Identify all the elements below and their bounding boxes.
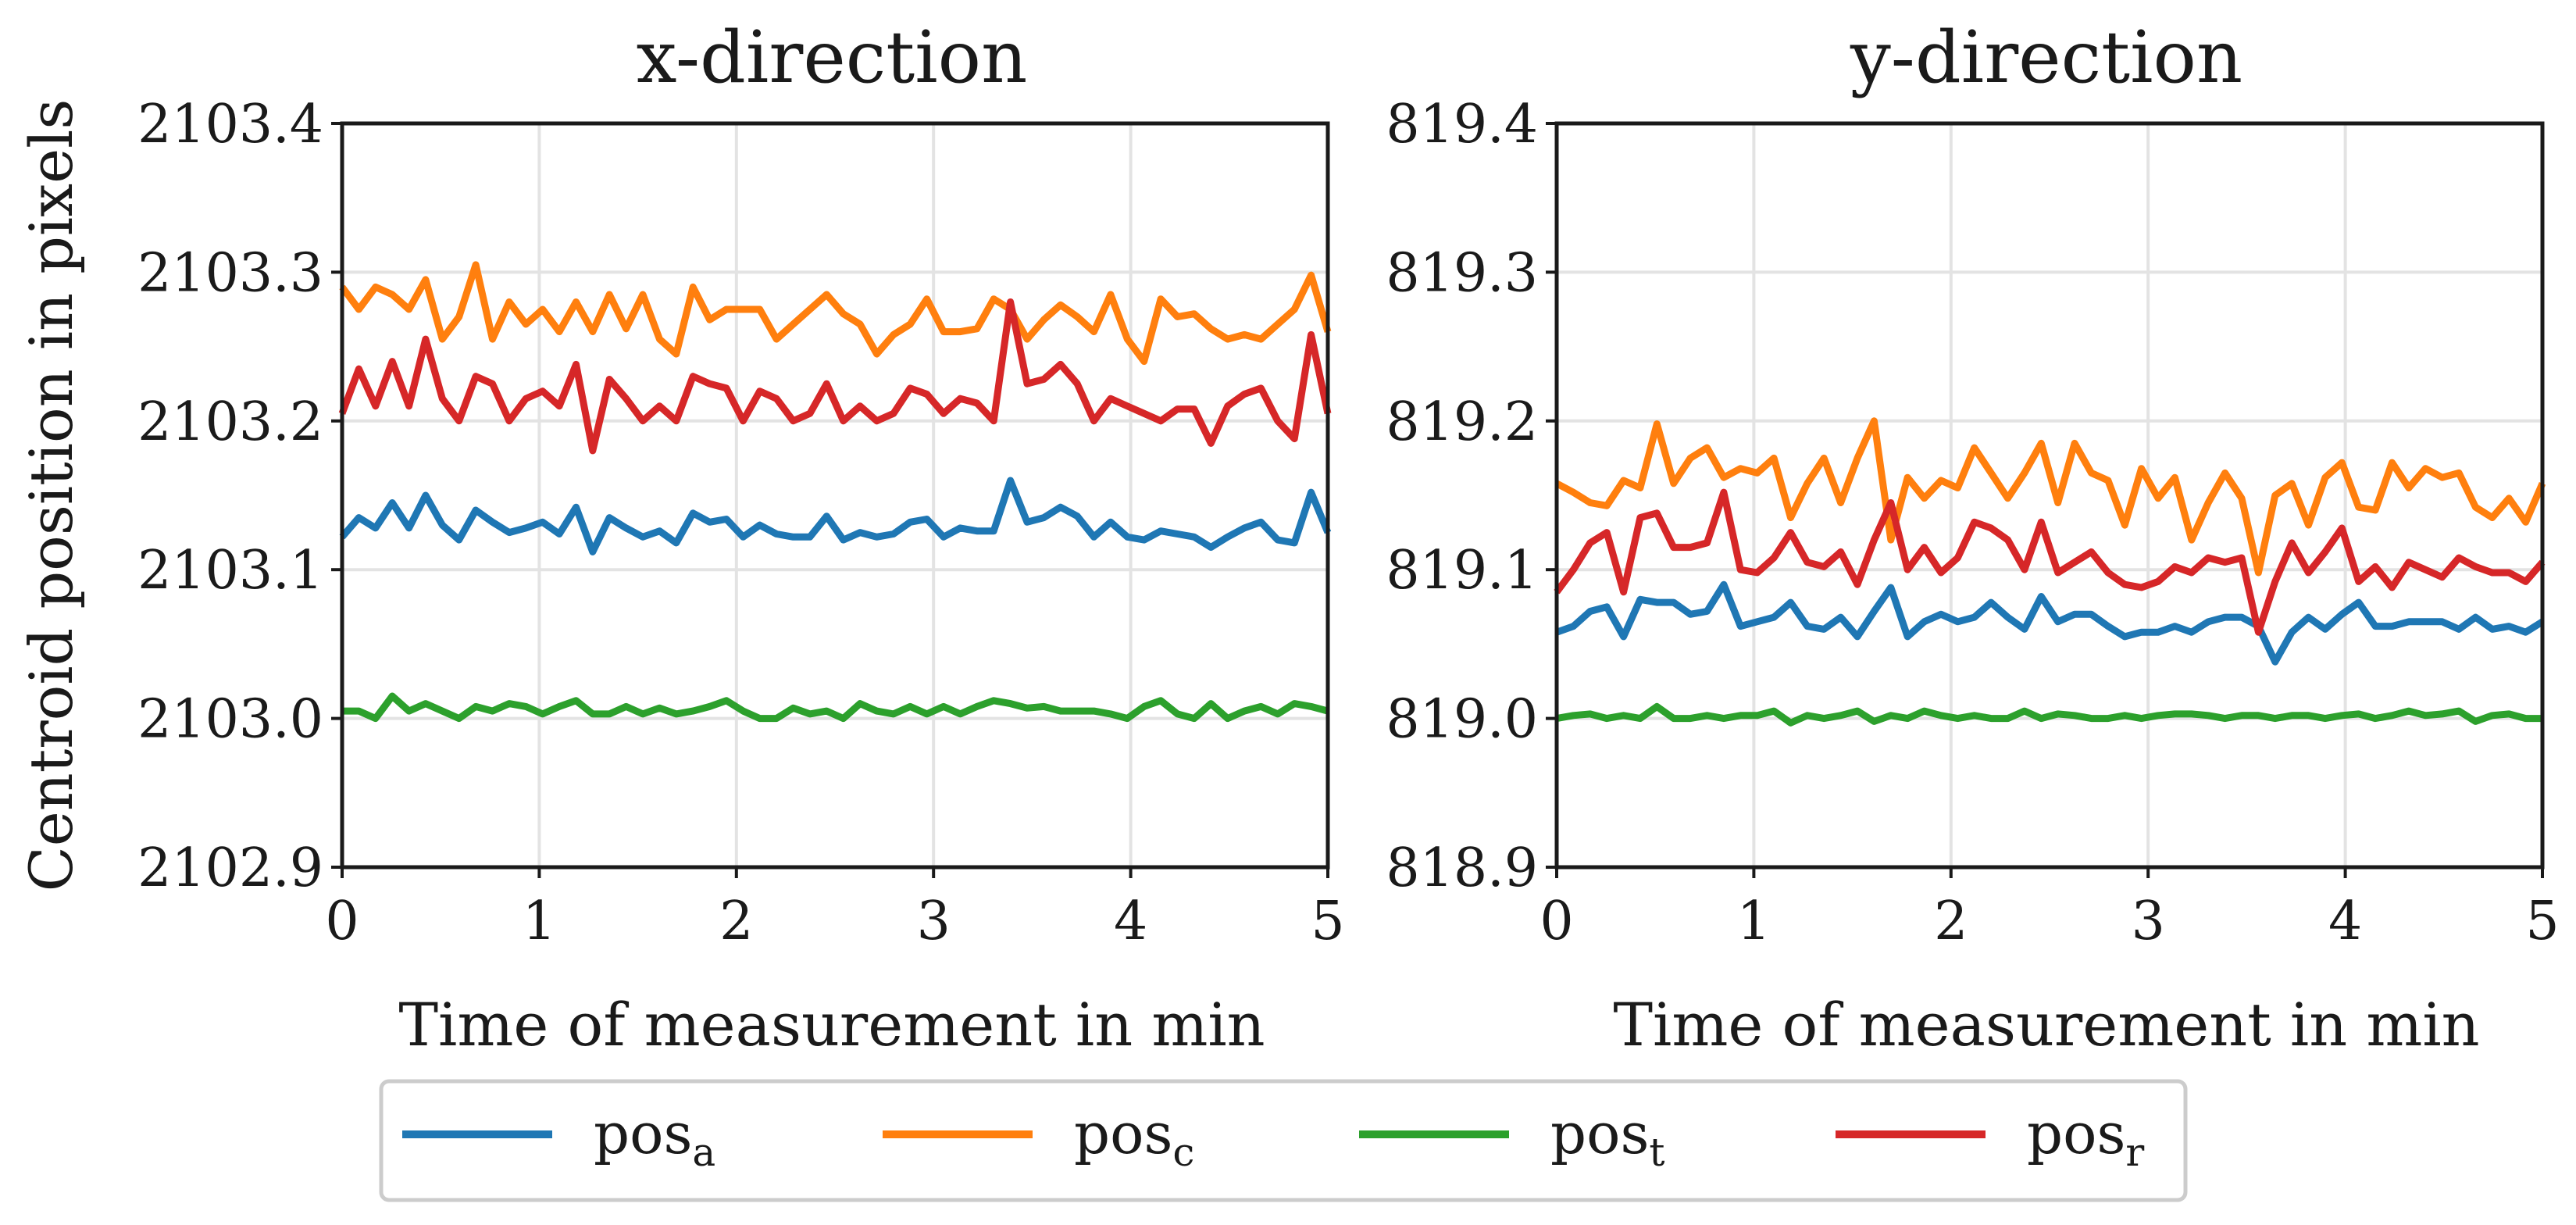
panel-y-series [1554,417,2546,727]
panel-y-ticks: 0 1 2 3 4 5 818.9 819.0 819.1 819.2 819.3 819.4 [1386,94,2559,952]
panel-y-direction: y-direction 0 1 2 3 4 5 818.9 819.0 819.1 819.2 81… [1386,16,2559,1059]
panel-y-series-pos-r [1554,488,2546,636]
panel-y-xtick-label: 3 [2132,891,2165,952]
panel-x-frame [340,121,1330,870]
panel-x-ytick-label: 2103.0 [137,689,323,751]
panel-y-xtick-label: 2 [1934,891,1968,952]
legend-label-t: post [1550,1101,1664,1175]
panel-x-ytick-label: 2103.1 [137,540,323,602]
panel-y-ytick-label: 818.9 [1386,838,1538,899]
panel-x-xtick-label: 5 [1311,891,1344,952]
panel-y-xtick-label: 5 [2525,891,2559,952]
panel-y-title: y-direction [1850,16,2242,99]
legend-label-r: posr [2027,1101,2144,1175]
panel-y-ytick-label: 819.2 [1386,391,1538,453]
panel-y-grid [1555,122,2544,869]
panel-x-xtick-label: 0 [325,891,359,952]
panel-y-ytick-label: 819.3 [1386,242,1538,304]
panel-x-direction: x-direction 0 1 2 3 4 5 2102.9 2103.0 2103.1 2103… [137,16,1345,1059]
panel-y-series-pos-t [1556,702,2542,727]
panel-y-series-pos-a [1555,580,2545,666]
panel-x-ytick-label: 2103.4 [137,94,323,155]
legend: posa posc post posr [379,1079,2188,1202]
panel-x-grid [341,122,1329,869]
panel-y-ytick-label: 819.1 [1386,540,1538,602]
panel-x-series [338,261,1332,723]
panel-y-xtick-label: 0 [1540,891,1573,952]
panel-x-ticks: 0 1 2 3 4 5 2102.9 2103.0 2103.1 2103.2 2103.3 2103… [137,94,1345,952]
panel-y-xtick-label: 1 [1737,891,1771,952]
panel-x-ytick-label: 2103.3 [137,242,323,304]
panel-y-xlabel: Time of measurement in min [1613,990,2479,1059]
panel-x-series-pos-a [339,477,1332,555]
panel-x-ytick-label: 2102.9 [137,838,323,899]
panel-y-xtick-label: 4 [2328,891,2362,952]
panel-y-frame [1554,121,2545,870]
panel-x-series-pos-c [339,261,1332,366]
panel-x-series-pos-r [338,298,1332,455]
panel-x-ytick-label: 2103.2 [137,391,323,453]
legend-box [379,1079,2188,1202]
shared-ylabel: Centroid position in pixels [16,99,86,892]
panel-x-xtick-label: 1 [523,891,556,952]
panel-x-series-pos-t [342,692,1329,723]
panel-y-series-pos-c [1554,417,2546,577]
panel-x-xtick-label: 2 [719,891,753,952]
panel-y-ytick-label: 819.4 [1386,94,1538,155]
panel-x-xtick-label: 4 [1114,891,1147,952]
panel-x-title: x-direction [637,16,1028,99]
panel-x-xlabel: Time of measurement in min [398,990,1265,1059]
panel-x-xtick-label: 3 [917,891,951,952]
panel-y-ytick-label: 819.0 [1386,689,1538,751]
